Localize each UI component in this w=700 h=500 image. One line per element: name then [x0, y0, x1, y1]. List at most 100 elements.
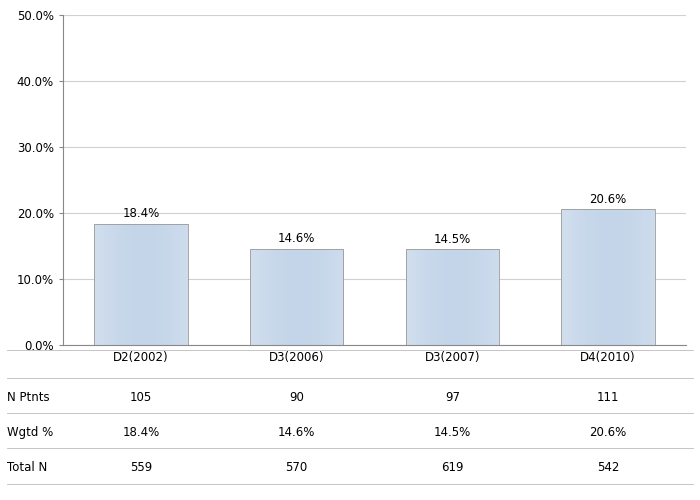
- Bar: [583, 209, 585, 345]
- Bar: [414, 250, 415, 345]
- Bar: [304, 248, 306, 345]
- Text: 97: 97: [445, 391, 460, 404]
- Bar: [578, 209, 580, 345]
- Bar: [446, 250, 448, 345]
- Bar: [178, 224, 180, 345]
- Bar: [601, 209, 602, 345]
- Bar: [630, 209, 631, 345]
- Bar: [328, 248, 330, 345]
- Bar: [261, 248, 262, 345]
- Bar: [150, 224, 152, 345]
- Bar: [119, 224, 121, 345]
- Bar: [633, 209, 635, 345]
- Text: 14.6%: 14.6%: [278, 426, 315, 439]
- Bar: [167, 224, 169, 345]
- Bar: [116, 224, 118, 345]
- Bar: [256, 248, 258, 345]
- Bar: [250, 248, 251, 345]
- Bar: [128, 224, 130, 345]
- Bar: [181, 224, 183, 345]
- Bar: [334, 248, 336, 345]
- Bar: [127, 224, 129, 345]
- Bar: [138, 224, 139, 345]
- Bar: [164, 224, 166, 345]
- Bar: [110, 224, 111, 345]
- Bar: [602, 209, 603, 345]
- Bar: [317, 248, 318, 345]
- Bar: [652, 209, 653, 345]
- Bar: [452, 250, 454, 345]
- Bar: [610, 209, 611, 345]
- Bar: [292, 248, 294, 345]
- Bar: [174, 224, 175, 345]
- Text: 90: 90: [289, 391, 304, 404]
- Bar: [329, 248, 331, 345]
- Bar: [258, 248, 260, 345]
- Bar: [631, 209, 634, 345]
- Bar: [157, 224, 158, 345]
- Bar: [407, 250, 409, 345]
- Bar: [462, 250, 463, 345]
- Bar: [406, 250, 499, 345]
- Bar: [142, 224, 144, 345]
- Bar: [573, 209, 574, 345]
- Bar: [416, 250, 419, 345]
- Text: Wgtd %: Wgtd %: [7, 426, 53, 439]
- Bar: [114, 224, 116, 345]
- Text: 14.5%: 14.5%: [434, 426, 471, 439]
- Bar: [335, 248, 337, 345]
- Bar: [102, 224, 104, 345]
- Bar: [300, 248, 302, 345]
- Bar: [426, 250, 428, 345]
- Bar: [596, 209, 597, 345]
- Bar: [588, 209, 589, 345]
- Bar: [175, 224, 177, 345]
- Bar: [265, 248, 267, 345]
- Bar: [420, 250, 421, 345]
- Bar: [474, 250, 476, 345]
- Bar: [133, 224, 135, 345]
- Bar: [290, 248, 292, 345]
- Bar: [564, 209, 566, 345]
- Bar: [162, 224, 164, 345]
- Bar: [104, 224, 105, 345]
- Bar: [643, 209, 644, 345]
- Bar: [611, 209, 613, 345]
- Bar: [297, 248, 298, 345]
- Bar: [158, 224, 160, 345]
- Text: 542: 542: [597, 461, 620, 474]
- Bar: [270, 248, 272, 345]
- Bar: [477, 250, 479, 345]
- Bar: [432, 250, 434, 345]
- Bar: [440, 250, 442, 345]
- Bar: [134, 224, 136, 345]
- Bar: [312, 248, 314, 345]
- Bar: [428, 250, 429, 345]
- Bar: [108, 224, 110, 345]
- Text: 105: 105: [130, 391, 152, 404]
- Bar: [434, 250, 435, 345]
- Bar: [624, 209, 625, 345]
- Bar: [640, 209, 643, 345]
- Bar: [647, 209, 649, 345]
- Bar: [124, 224, 125, 345]
- Bar: [180, 224, 181, 345]
- Bar: [275, 248, 276, 345]
- Bar: [415, 250, 416, 345]
- Bar: [482, 250, 484, 345]
- Bar: [278, 248, 279, 345]
- Bar: [332, 248, 334, 345]
- Bar: [105, 224, 107, 345]
- Bar: [471, 250, 472, 345]
- Bar: [468, 250, 470, 345]
- Bar: [132, 224, 133, 345]
- Bar: [584, 209, 587, 345]
- Bar: [253, 248, 255, 345]
- Bar: [272, 248, 274, 345]
- Bar: [337, 248, 339, 345]
- Text: 111: 111: [597, 391, 620, 404]
- Bar: [424, 250, 426, 345]
- Bar: [130, 224, 132, 345]
- Bar: [429, 250, 430, 345]
- Bar: [488, 250, 490, 345]
